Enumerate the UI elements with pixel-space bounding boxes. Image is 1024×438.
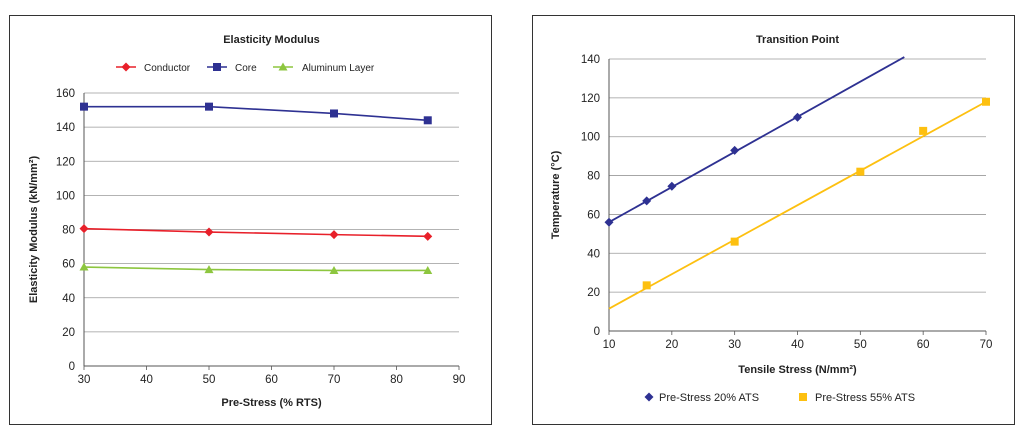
y-tick-label: 0 (69, 361, 75, 373)
legend-marker-core (213, 63, 221, 71)
x-tick-label: 90 (453, 374, 466, 386)
y-tick-label: 0 (594, 326, 600, 338)
y-tick-label: 160 (56, 88, 75, 100)
y-axis-label: Elasticity Modulus (kN/mm²) (28, 156, 40, 304)
x-tick-label: 50 (854, 339, 867, 351)
data-point-core (330, 109, 338, 118)
transition-point-panel: Transition Point 0 20 40 60 80 100 120 140 10 20 30… (532, 15, 1015, 425)
data-point-aluminum-layer (204, 265, 214, 274)
y-tick-label: 60 (587, 209, 600, 221)
y-tick-label: 20 (62, 327, 75, 339)
legend-marker-aluminum-layer (278, 62, 288, 71)
series-line-core (84, 105, 428, 122)
data-point-core (80, 102, 88, 111)
data-point-pre-stress-20-ats (604, 217, 614, 227)
data-point-core (423, 116, 432, 125)
y-tick-label: 60 (62, 259, 75, 271)
data-point-conductor (329, 230, 339, 240)
x-tick-label: 40 (791, 339, 804, 351)
chart-title: Transition Point (756, 34, 839, 46)
y-tick-label: 120 (56, 156, 75, 168)
legend-label-aluminum-layer: Aluminum Layer (302, 63, 375, 74)
x-axis-label: Pre-Stress (% RTS) (221, 397, 322, 409)
data-point-conductor (79, 224, 89, 234)
y-tick-label: 80 (62, 225, 75, 237)
data-point-conductor (423, 231, 433, 241)
data-point-conductor (204, 227, 214, 237)
y-tick-label: 80 (587, 171, 600, 183)
y-tick-label: 100 (56, 190, 75, 202)
legend-marker-conductor (121, 62, 131, 72)
legend-label-core: Core (235, 63, 257, 74)
y-tick-label: 40 (62, 293, 75, 305)
y-tick-label: 140 (56, 122, 75, 134)
x-tick-label: 10 (603, 339, 616, 351)
trendline-pre-stress-55-ats (608, 100, 987, 310)
series-line-aluminum-layer (83, 266, 428, 272)
data-point-pre-stress-55-ats (856, 167, 865, 176)
series-line-conductor (83, 227, 428, 238)
data-point-aluminum-layer (79, 262, 89, 271)
legend-marker-pre-stress-55-ats (799, 393, 807, 401)
x-tick-label: 80 (390, 374, 403, 386)
data-point-pre-stress-55-ats (642, 281, 651, 290)
x-tick-label: 70 (328, 374, 341, 386)
trendline-pre-stress-20-ats (608, 56, 905, 223)
data-point-pre-stress-55-ats (730, 237, 739, 246)
x-tick-label: 20 (665, 339, 678, 351)
data-point-aluminum-layer (423, 265, 433, 274)
legend-marker-pre-stress-20-ats (644, 392, 654, 402)
data-point-pre-stress-55-ats (919, 126, 928, 135)
x-tick-label: 70 (980, 339, 993, 351)
x-axis-label: Tensile Stress (N/mm²) (738, 364, 857, 376)
y-axis-label: Temperature (°C) (550, 150, 562, 239)
data-point-pre-stress-20-ats (730, 145, 740, 155)
x-tick-label: 40 (140, 374, 153, 386)
x-tick-label: 60 (917, 339, 930, 351)
legend-label-pre-stress-55-ats: Pre-Stress 55% ATS (815, 392, 915, 404)
data-point-core (205, 102, 213, 111)
chart-title: Elasticity Modulus (223, 34, 320, 46)
data-point-pre-stress-20-ats (642, 196, 652, 206)
x-tick-label: 30 (78, 374, 91, 386)
legend-label-pre-stress-20-ats: Pre-Stress 20% ATS (659, 392, 759, 404)
data-point-aluminum-layer (329, 265, 339, 274)
data-point-pre-stress-20-ats (793, 112, 802, 122)
y-tick-label: 40 (587, 248, 600, 260)
y-tick-label: 140 (581, 54, 600, 66)
elasticity-modulus-panel: Elasticity Modulus 0 20 40 60 80 100 120 140 160 3… (9, 15, 492, 425)
x-tick-label: 30 (728, 339, 741, 351)
transition-point-chart: Transition Point 0 20 40 60 80 100 120 140 10 20 30… (550, 34, 993, 404)
y-tick-label: 20 (587, 287, 600, 299)
data-point-pre-stress-20-ats (667, 181, 677, 191)
elasticity-modulus-chart: Elasticity Modulus 0 20 40 60 80 100 120 140 160 3… (28, 34, 466, 409)
legend-label-conductor: Conductor (144, 63, 191, 74)
y-tick-label: 120 (581, 93, 600, 105)
x-tick-label: 60 (265, 374, 278, 386)
y-tick-label: 100 (581, 132, 600, 144)
data-point-pre-stress-55-ats (982, 97, 990, 106)
x-tick-label: 50 (203, 374, 216, 386)
